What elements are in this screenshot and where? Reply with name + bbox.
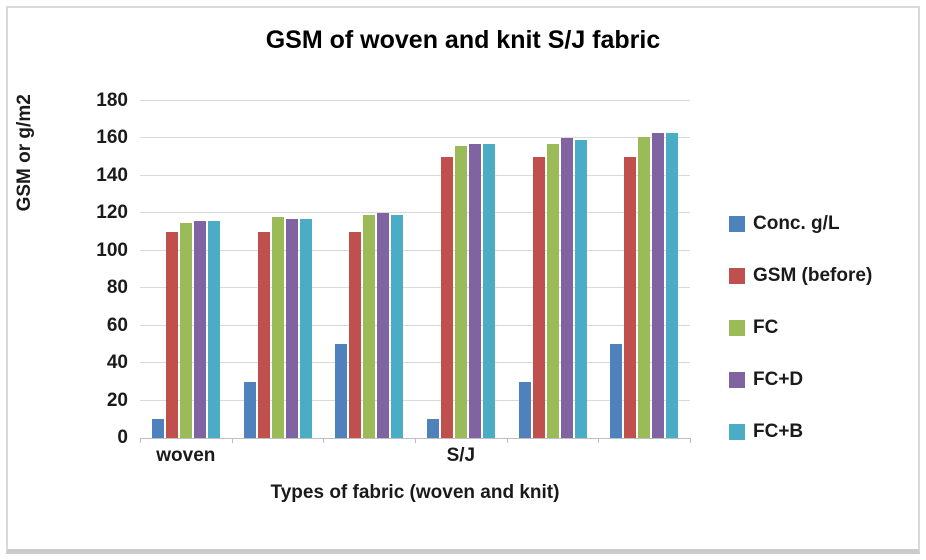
x-axis-tick — [323, 438, 325, 443]
legend-item: FC+B — [729, 421, 872, 443]
x-axis-tick — [140, 438, 141, 443]
bar-conc-g-l — [610, 344, 623, 438]
bar-fc-b — [574, 140, 587, 438]
bar-conc-g-l — [243, 381, 256, 438]
x-axis-title: Types of fabric (woven and knit) — [270, 482, 560, 503]
bar-fc — [179, 222, 192, 438]
legend: Conc. g/L GSM (before) FC FC+D FC+B — [729, 213, 872, 443]
gridline — [140, 287, 690, 289]
y-tick-label: 60 — [106, 314, 128, 336]
bar-conc-g-l — [518, 381, 531, 438]
y-tick-label: 160 — [96, 127, 128, 149]
y-axis-title-text: GSM or g/m2 — [14, 94, 35, 212]
chart-title: GSM of woven and knit S/J fabric — [265, 26, 661, 54]
y-tick-label: 180 — [96, 90, 128, 111]
legend-label: FC — [753, 317, 779, 338]
legend-label: FC+B — [753, 421, 804, 442]
legend-item: FC+D — [729, 369, 872, 391]
legend-swatch-icon — [729, 268, 745, 284]
bar-fc-b — [666, 132, 679, 438]
y-tick-label: 100 — [96, 239, 128, 261]
bar-gsm-before- — [165, 232, 178, 438]
bar-fc-d — [560, 138, 573, 438]
y-tick-label: 0 — [117, 427, 128, 448]
bar-fc-b — [207, 220, 220, 438]
gridline — [140, 324, 690, 326]
legend-swatch-icon — [729, 216, 745, 232]
gridline — [140, 174, 690, 176]
legend-label: GSM (before) — [753, 265, 873, 286]
y-tick-label: 140 — [96, 164, 128, 186]
legend-label: FC+D — [753, 369, 804, 390]
bar-fc-d — [377, 213, 390, 438]
legend-swatch-icon — [729, 424, 745, 440]
gridline — [140, 100, 690, 101]
bar-conc-g-l — [151, 419, 164, 438]
bar-fc-d — [468, 144, 481, 438]
x-axis-tick — [231, 438, 233, 443]
gridline — [140, 249, 690, 251]
bar-fc-b — [391, 215, 404, 438]
bar-gsm-before- — [532, 157, 545, 438]
bar-fc-d — [285, 218, 298, 438]
plot-area — [140, 100, 690, 439]
bar-fc — [363, 215, 376, 438]
legend-item: FC — [729, 317, 872, 339]
x-category-label: woven — [156, 445, 216, 466]
y-tick-label: 40 — [106, 352, 128, 374]
gridline — [140, 362, 690, 364]
bar-fc — [546, 144, 559, 438]
bar-conc-g-l — [426, 419, 439, 438]
legend-item: Conc. g/L — [729, 213, 872, 235]
bar-fc-d — [652, 132, 665, 438]
gridline — [140, 137, 690, 139]
bar-gsm-before- — [624, 157, 637, 438]
x-axis-tick — [598, 438, 600, 443]
x-axis-tick — [506, 438, 508, 443]
y-tick-label: 20 — [106, 389, 128, 411]
x-axis-tick — [690, 438, 691, 443]
y-tick-label: 120 — [96, 202, 128, 224]
bar-conc-g-l — [335, 344, 348, 438]
legend-swatch-icon — [729, 320, 745, 336]
bar-gsm-before- — [257, 232, 270, 438]
bar-gsm-before- — [349, 232, 362, 438]
bar-fc — [271, 217, 284, 438]
bar-fc — [454, 145, 467, 438]
bar-fc-d — [193, 220, 206, 438]
y-tick-label: 80 — [106, 277, 128, 299]
bar-gsm-before- — [440, 157, 453, 438]
gridline — [140, 399, 690, 401]
legend-label: Conc. g/L — [753, 213, 840, 234]
bar-fc-b — [299, 218, 312, 438]
x-category-label: S/J — [446, 445, 476, 466]
legend-item: GSM (before) — [729, 265, 872, 287]
bar-fc — [638, 136, 651, 438]
legend-swatch-icon — [729, 372, 745, 388]
x-axis-tick — [415, 438, 416, 443]
gridline — [140, 212, 690, 214]
bar-fc-b — [482, 144, 495, 438]
